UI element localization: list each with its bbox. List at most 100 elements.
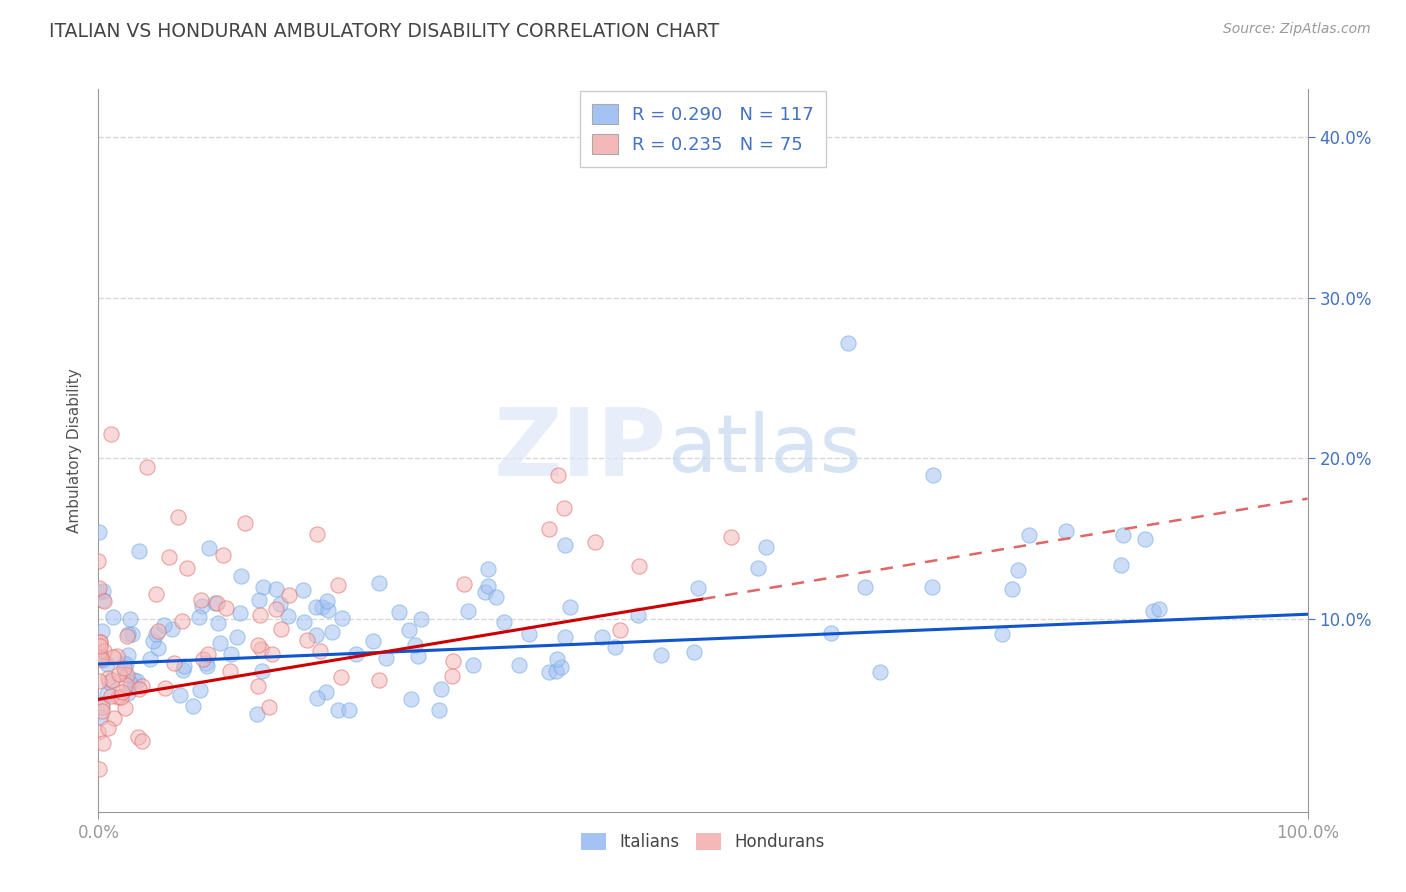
Point bbox=[591, 630, 613, 644]
Point bbox=[204, 596, 226, 610]
Point bbox=[233, 516, 256, 531]
Point bbox=[305, 628, 328, 642]
Point bbox=[172, 664, 194, 678]
Point bbox=[315, 685, 337, 699]
Point bbox=[269, 598, 291, 612]
Legend: Italians, Hondurans: Italians, Hondurans bbox=[575, 826, 831, 857]
Point bbox=[142, 633, 165, 648]
Point bbox=[266, 582, 288, 596]
Point bbox=[368, 575, 391, 590]
Point bbox=[89, 635, 111, 649]
Point bbox=[188, 683, 211, 698]
Point bbox=[229, 607, 252, 621]
Point bbox=[163, 656, 186, 670]
Point bbox=[398, 623, 420, 637]
Point bbox=[747, 560, 769, 574]
Point bbox=[260, 648, 283, 662]
Point bbox=[553, 501, 575, 516]
Point bbox=[1109, 558, 1132, 572]
Point bbox=[157, 549, 180, 564]
Point bbox=[309, 643, 332, 657]
Point bbox=[118, 676, 141, 690]
Text: Source: ZipAtlas.com: Source: ZipAtlas.com bbox=[1223, 22, 1371, 37]
Point bbox=[326, 703, 349, 717]
Point bbox=[650, 648, 672, 662]
Point bbox=[93, 736, 115, 750]
Point bbox=[90, 652, 112, 666]
Point bbox=[508, 657, 530, 672]
Point bbox=[198, 541, 221, 555]
Point bbox=[135, 459, 157, 474]
Point bbox=[89, 635, 111, 649]
Point bbox=[100, 427, 122, 442]
Point bbox=[89, 674, 111, 689]
Point bbox=[183, 698, 205, 713]
Point bbox=[98, 675, 121, 690]
Point bbox=[115, 678, 138, 692]
Point bbox=[170, 615, 193, 629]
Point bbox=[755, 540, 778, 554]
Point bbox=[247, 638, 270, 652]
Point bbox=[603, 640, 626, 654]
Point bbox=[820, 625, 842, 640]
Point bbox=[477, 562, 499, 576]
Point bbox=[720, 530, 742, 544]
Point bbox=[87, 581, 110, 595]
Point bbox=[87, 584, 110, 599]
Point bbox=[101, 610, 124, 624]
Point bbox=[195, 656, 218, 670]
Point bbox=[250, 664, 273, 678]
Point bbox=[117, 627, 139, 641]
Point bbox=[318, 603, 340, 617]
Point bbox=[388, 605, 411, 619]
Point bbox=[837, 335, 859, 350]
Point bbox=[153, 681, 176, 695]
Point bbox=[264, 601, 287, 615]
Point bbox=[305, 691, 328, 706]
Point bbox=[297, 632, 319, 647]
Point bbox=[457, 604, 479, 618]
Point bbox=[87, 762, 110, 776]
Point bbox=[292, 583, 315, 598]
Point bbox=[131, 734, 153, 748]
Point bbox=[628, 558, 651, 573]
Point bbox=[305, 600, 328, 615]
Point bbox=[93, 584, 115, 599]
Point bbox=[219, 665, 242, 679]
Point bbox=[176, 560, 198, 574]
Point bbox=[404, 638, 426, 652]
Point bbox=[153, 618, 176, 632]
Point bbox=[195, 659, 218, 673]
Point bbox=[128, 544, 150, 558]
Point bbox=[869, 665, 891, 680]
Point bbox=[330, 670, 353, 684]
Point bbox=[461, 657, 484, 672]
Point bbox=[367, 673, 389, 688]
Point bbox=[427, 703, 450, 717]
Point bbox=[191, 652, 214, 666]
Point bbox=[229, 569, 252, 583]
Point bbox=[440, 669, 463, 683]
Point bbox=[330, 611, 353, 625]
Point bbox=[546, 651, 568, 665]
Point bbox=[112, 656, 135, 670]
Point bbox=[118, 612, 141, 626]
Point bbox=[114, 701, 136, 715]
Point bbox=[117, 686, 139, 700]
Point bbox=[117, 629, 139, 643]
Point bbox=[246, 706, 269, 721]
Point bbox=[307, 527, 329, 541]
Point bbox=[117, 648, 139, 662]
Point bbox=[627, 608, 650, 623]
Point bbox=[93, 644, 115, 658]
Point bbox=[107, 666, 129, 681]
Point bbox=[87, 554, 110, 568]
Point bbox=[226, 630, 249, 644]
Point bbox=[131, 679, 153, 693]
Point bbox=[399, 691, 422, 706]
Point bbox=[361, 634, 384, 648]
Point bbox=[346, 648, 368, 662]
Point bbox=[115, 668, 138, 682]
Point bbox=[311, 599, 333, 614]
Point bbox=[91, 652, 114, 666]
